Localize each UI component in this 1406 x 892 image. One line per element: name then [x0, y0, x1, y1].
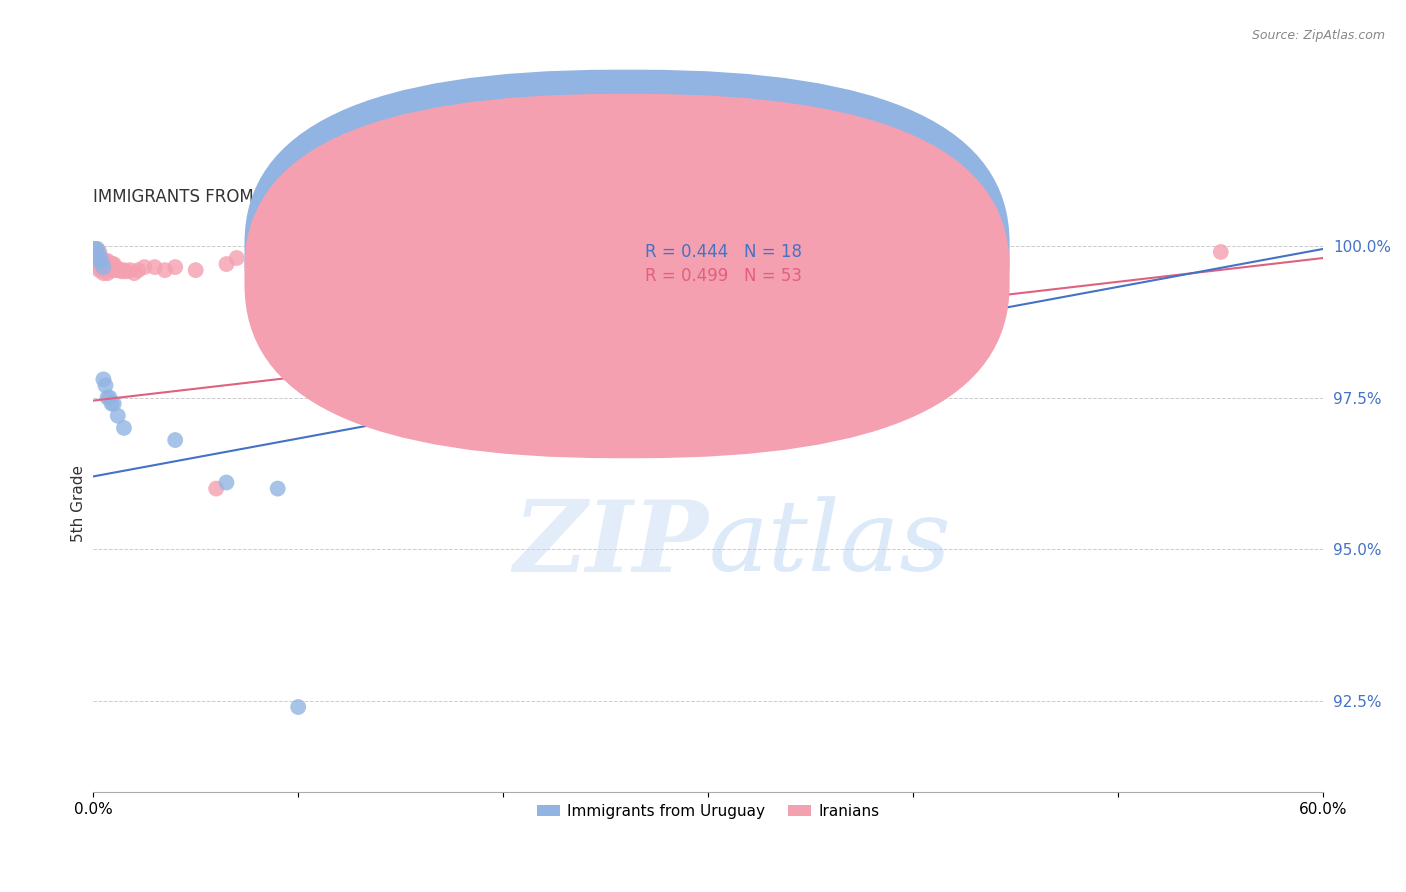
Legend: Immigrants from Uruguay, Iranians: Immigrants from Uruguay, Iranians	[530, 797, 886, 825]
Point	[89, 257, 111, 271]
FancyBboxPatch shape	[245, 94, 1010, 458]
Point	[215, 257, 238, 271]
Point	[96, 260, 118, 274]
Point	[103, 263, 125, 277]
Point	[134, 260, 156, 274]
Point	[89, 248, 111, 262]
Point	[115, 264, 138, 278]
Text: ZIP: ZIP	[513, 496, 709, 592]
Point	[122, 266, 145, 280]
Point	[1209, 244, 1232, 259]
Point	[104, 260, 127, 274]
Point	[368, 251, 391, 265]
Point	[328, 254, 350, 268]
Point	[84, 242, 107, 256]
Text: R = 0.499   N = 53: R = 0.499 N = 53	[645, 267, 803, 285]
Point	[98, 391, 121, 405]
Point	[267, 251, 290, 265]
Point	[96, 391, 118, 405]
Point	[94, 378, 117, 392]
Point	[98, 257, 121, 271]
Point	[93, 266, 115, 280]
Point	[100, 263, 122, 277]
Point	[153, 263, 176, 277]
Point	[89, 263, 111, 277]
Point	[90, 260, 112, 274]
Point	[84, 248, 107, 262]
Point	[89, 251, 111, 265]
Point	[107, 409, 129, 423]
Point	[98, 263, 121, 277]
Point	[451, 248, 474, 262]
Point	[84, 254, 107, 268]
Point	[90, 254, 112, 268]
Point	[143, 260, 166, 274]
Point	[93, 260, 115, 274]
Point	[94, 263, 117, 277]
Point	[103, 257, 125, 271]
Point	[90, 254, 112, 268]
Point	[107, 263, 129, 277]
Point	[84, 242, 107, 256]
Point	[903, 244, 925, 259]
Point	[112, 263, 135, 277]
Point	[86, 242, 108, 256]
Point	[215, 475, 238, 490]
Text: R = 0.444   N = 18: R = 0.444 N = 18	[645, 243, 803, 260]
Point	[225, 251, 247, 265]
Text: atlas: atlas	[709, 497, 950, 591]
Point	[93, 254, 115, 268]
Point	[165, 433, 187, 447]
Point	[112, 421, 135, 435]
Point	[246, 254, 269, 268]
Point	[103, 396, 125, 410]
Text: Source: ZipAtlas.com: Source: ZipAtlas.com	[1251, 29, 1385, 42]
Point	[108, 263, 131, 277]
Point	[96, 266, 118, 280]
Point	[89, 254, 111, 268]
Point	[96, 254, 118, 268]
FancyBboxPatch shape	[598, 227, 905, 299]
Point	[94, 254, 117, 268]
Point	[86, 260, 108, 274]
Point	[89, 244, 111, 259]
FancyBboxPatch shape	[245, 70, 1010, 434]
Point	[93, 372, 115, 386]
Point	[127, 263, 149, 277]
Y-axis label: 5th Grade: 5th Grade	[72, 466, 86, 542]
Point	[100, 257, 122, 271]
Point	[165, 260, 187, 274]
Point	[697, 248, 720, 262]
Point	[267, 482, 290, 496]
Point	[120, 263, 142, 277]
Point	[111, 264, 134, 278]
Point	[93, 260, 115, 274]
Point	[100, 396, 122, 410]
Point	[287, 251, 309, 265]
Point	[184, 263, 207, 277]
Point	[86, 254, 108, 268]
Point	[86, 244, 108, 259]
Point	[205, 482, 228, 496]
Point	[533, 248, 555, 262]
Point	[287, 700, 309, 714]
Text: IMMIGRANTS FROM URUGUAY VS IRANIAN 5TH GRADE CORRELATION CHART: IMMIGRANTS FROM URUGUAY VS IRANIAN 5TH G…	[93, 187, 728, 206]
